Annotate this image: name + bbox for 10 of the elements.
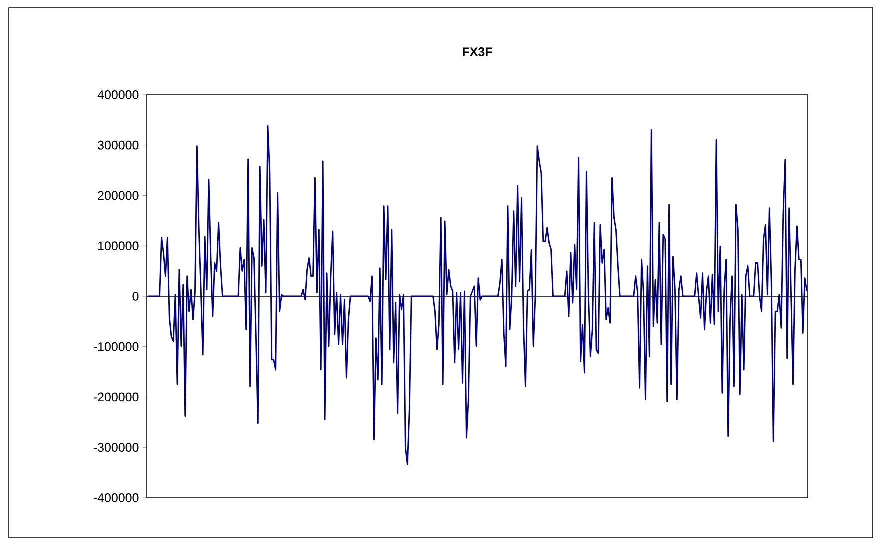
y-tick-label: 200000 [98,191,139,200]
y-tick-label: 0 [132,292,139,301]
chart-title: FX3F [463,48,492,56]
y-tick-label: 100000 [98,242,139,251]
y-tick-label: 400000 [98,90,139,100]
y-tick-label: -200000 [94,392,139,402]
y-tick-label: -400000 [94,494,139,502]
y-tick-label: 300000 [98,140,139,150]
y-tick-label: -300000 [94,443,139,452]
y-tick-label: -100000 [94,342,139,352]
